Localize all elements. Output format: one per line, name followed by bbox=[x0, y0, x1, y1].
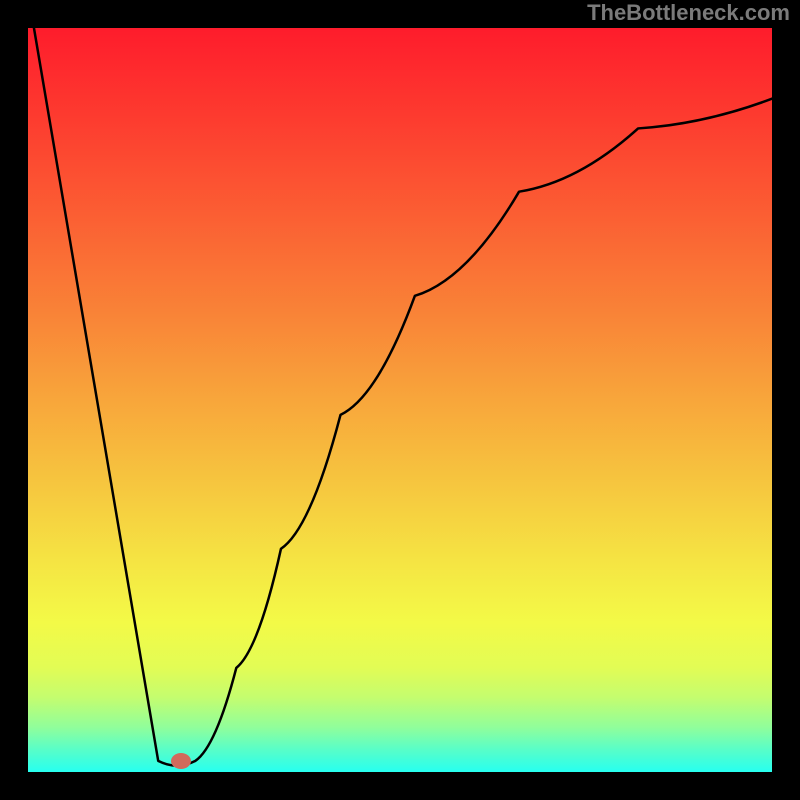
plot-area bbox=[28, 28, 772, 772]
valley-marker bbox=[171, 753, 191, 769]
bottleneck-curve bbox=[34, 28, 772, 766]
curve-svg bbox=[28, 28, 772, 772]
chart-stage: TheBottleneck.com bbox=[0, 0, 800, 800]
watermark-text: TheBottleneck.com bbox=[587, 0, 790, 26]
